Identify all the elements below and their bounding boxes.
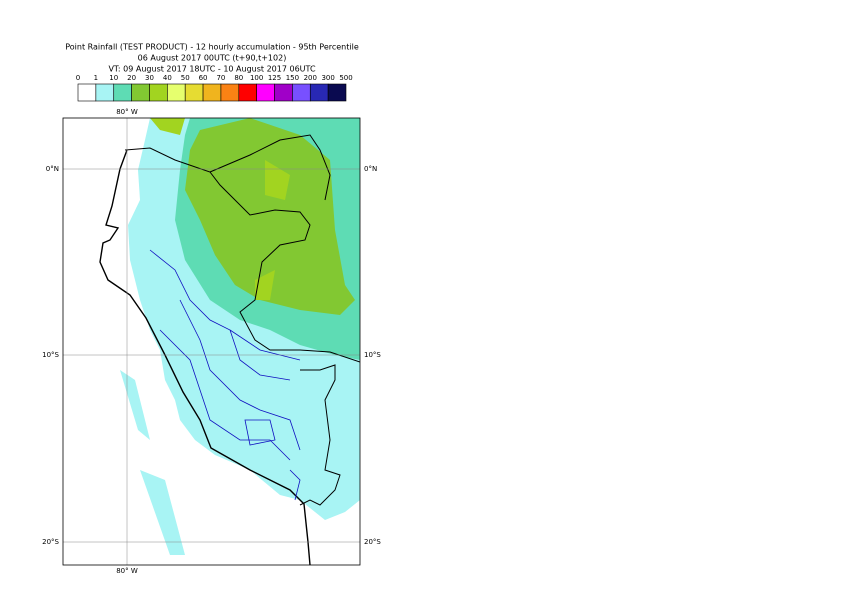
legend-tick-label: 300 bbox=[321, 74, 334, 82]
legend-swatch bbox=[113, 83, 132, 102]
legend-tick-label: 200 bbox=[304, 74, 317, 82]
legend-tick-label: 50 bbox=[181, 74, 190, 82]
lat-label: 20°S bbox=[42, 538, 59, 546]
rain-20-30 bbox=[185, 118, 355, 315]
legend: 0 1 10 20 30 40 50 60 70 80 100 125 150 200 300 500 bbox=[76, 74, 353, 102]
legend-tick-label: 125 bbox=[268, 74, 281, 82]
legend-swatch bbox=[95, 83, 115, 102]
lat-label: 10°S bbox=[42, 351, 59, 359]
subtitle: 06 August 2017 00UTC (t+90,t+102) bbox=[138, 54, 287, 63]
legend-tick-label: 150 bbox=[286, 74, 299, 82]
legend-tick-label: 100 bbox=[250, 74, 263, 82]
lat-label: 20°S bbox=[364, 538, 381, 546]
legend-swatch bbox=[292, 83, 311, 102]
legend-swatch bbox=[274, 83, 293, 102]
legend-swatch bbox=[184, 83, 204, 102]
map-frame bbox=[62, 117, 361, 566]
title: Point Rainfall (TEST PRODUCT) - 12 hourl… bbox=[65, 43, 359, 52]
legend-tick-label: 20 bbox=[127, 74, 136, 82]
legend-tick-label: 1 bbox=[94, 74, 98, 82]
country-border bbox=[124, 134, 360, 506]
legend-swatch bbox=[131, 83, 150, 102]
legend-tick-label: 60 bbox=[199, 74, 208, 82]
legend-tick-label: 80 bbox=[234, 74, 243, 82]
legend-tick-label: 0 bbox=[76, 74, 80, 82]
lon-label: 80° W bbox=[116, 108, 138, 116]
legend-swatch bbox=[167, 83, 186, 102]
legend-tick-label: 500 bbox=[339, 74, 352, 82]
subtitle: VT: 09 August 2017 18UTC - 10 August 201… bbox=[108, 65, 316, 74]
legend-swatch bbox=[256, 83, 275, 102]
legend-tick-label: 30 bbox=[145, 74, 154, 82]
legend-swatch bbox=[220, 83, 240, 102]
legend-tick-label: 40 bbox=[163, 74, 172, 82]
legend-swatch bbox=[309, 83, 329, 102]
legend-tick-label: 10 bbox=[109, 74, 118, 82]
legend-swatch bbox=[202, 83, 222, 102]
legend-swatch bbox=[149, 83, 168, 102]
lat-label: 0°N bbox=[46, 165, 59, 173]
lat-label: 10°S bbox=[364, 351, 381, 359]
map-area bbox=[63, 118, 360, 565]
legend-swatch bbox=[238, 83, 257, 102]
lat-label: 0°N bbox=[364, 165, 377, 173]
coastline bbox=[99, 149, 311, 565]
legend-swatch bbox=[77, 83, 97, 102]
legend-swatch bbox=[327, 83, 347, 102]
lon-label: 80° W bbox=[116, 567, 138, 575]
legend-tick-label: 70 bbox=[216, 74, 225, 82]
region-border bbox=[149, 249, 301, 501]
